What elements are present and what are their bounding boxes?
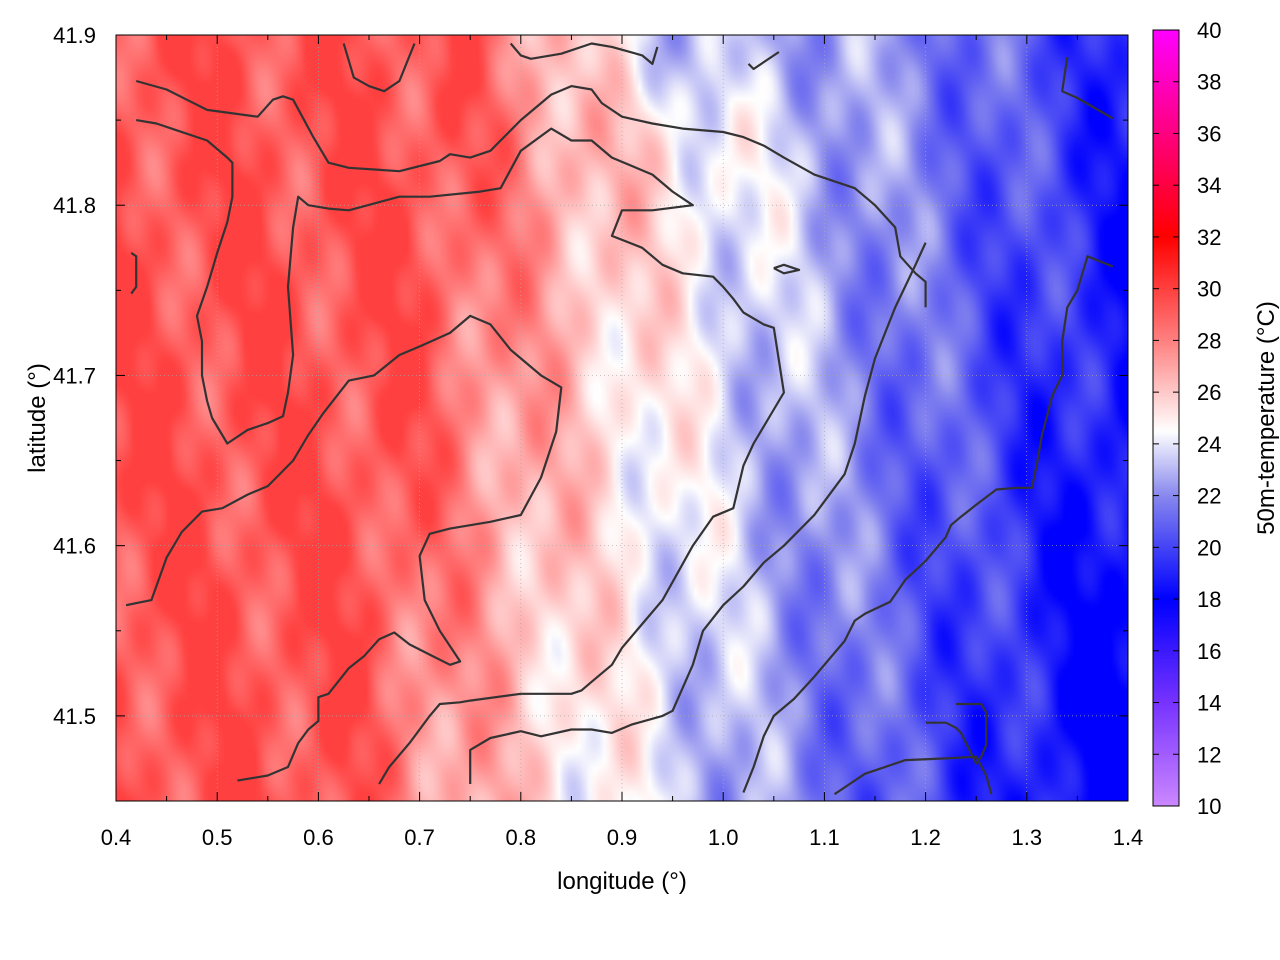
colorbar-tick-label: 36	[1197, 121, 1221, 146]
x-tick-label: 0.4	[101, 825, 132, 850]
contour-line	[136, 119, 785, 785]
contour-line	[742, 255, 1114, 793]
x-tick-label: 1.1	[809, 825, 840, 850]
x-tick-label: 1.2	[910, 825, 941, 850]
colorbar-tick-label: 38	[1197, 70, 1221, 95]
colorbar-title: 50m-temperature (°C)	[1253, 301, 1280, 535]
contour-line	[773, 263, 801, 275]
y-tick-label: 41.8	[53, 193, 96, 218]
colorbar-tick-label: 12	[1197, 742, 1221, 767]
colorbar-tick-label: 14	[1197, 691, 1221, 716]
x-tick-label: 0.8	[506, 825, 537, 850]
contour-line	[342, 43, 416, 93]
heatmap-field	[116, 35, 1128, 801]
contour-lines	[125, 42, 1114, 796]
colorbar-tick-label: 26	[1197, 380, 1221, 405]
contour-line	[509, 42, 659, 65]
colorbar-gradient	[1153, 30, 1179, 806]
colorbar-tick-label: 10	[1197, 794, 1221, 819]
x-tick-label: 0.9	[607, 825, 638, 850]
x-tick-label: 0.7	[404, 825, 435, 850]
contour-line	[747, 51, 780, 71]
colorbar-tick-label: 20	[1197, 535, 1221, 560]
colorbar-tick-label: 22	[1197, 484, 1221, 509]
x-axis-ticks: 0.4 0.5 0.6 0.7 0.8 0.9 1.0 1.1 1.2 1.3 1.4	[101, 35, 1144, 850]
x-tick-label: 1.4	[1113, 825, 1144, 850]
colorbar-tick-label: 34	[1197, 173, 1221, 198]
y-tick-label: 41.6	[53, 534, 96, 559]
colorbar-tick-label: 40	[1197, 18, 1221, 43]
contour-line	[125, 314, 563, 782]
y-tick-label: 41.9	[53, 23, 96, 48]
colorbar-tick-label: 18	[1197, 587, 1221, 612]
colorbar: 10 12 14 16 18 20 22 24 26 28 30 32 34 36 38 40	[1152, 18, 1221, 819]
y-tick-label: 41.7	[53, 363, 96, 388]
contour-line	[469, 242, 927, 784]
colorbar-tick-label: 24	[1197, 432, 1221, 457]
temperature-field-image	[116, 35, 1128, 801]
contour-line	[130, 251, 138, 295]
colorbar-tick-label: 30	[1197, 277, 1221, 302]
x-axis-title: longitude (°)	[557, 868, 687, 895]
y-axis-title: latitude (°)	[24, 363, 51, 473]
x-tick-label: 0.5	[202, 825, 233, 850]
x-tick-label: 1.0	[708, 825, 739, 850]
x-tick-label: 1.3	[1012, 825, 1043, 850]
contour-line	[1061, 56, 1114, 120]
colorbar-tick-label: 28	[1197, 328, 1221, 353]
y-tick-label: 41.5	[53, 704, 96, 729]
x-tick-label: 0.6	[303, 825, 334, 850]
colorbar-tick-label: 16	[1197, 639, 1221, 664]
colorbar-ticks: 10 12 14 16 18 20 22 24 26 28 30 32 34 36 38 40	[1153, 18, 1221, 819]
colorbar-tick-label: 32	[1197, 225, 1221, 250]
contour-line	[833, 755, 993, 796]
y-axis-ticks: 41.5 41.6 41.7 41.8 41.9	[53, 23, 1128, 802]
contour-line	[135, 79, 927, 308]
colorbar-frame	[1152, 29, 1180, 807]
grid-lines	[116, 35, 1128, 801]
